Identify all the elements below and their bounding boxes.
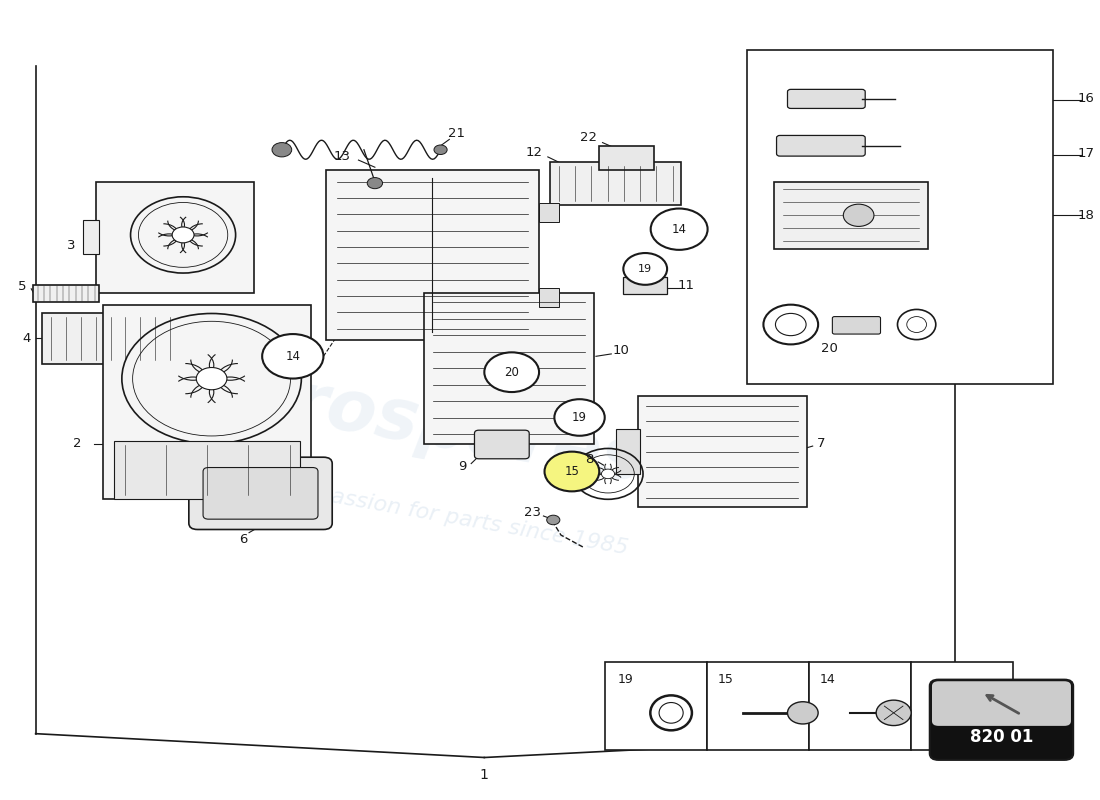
Bar (638, 396, 807, 507)
Text: 5: 5 (19, 280, 26, 293)
Circle shape (876, 700, 911, 726)
Text: 17: 17 (1078, 147, 1094, 160)
Circle shape (554, 399, 605, 436)
Circle shape (434, 145, 447, 154)
Text: 7: 7 (817, 437, 826, 450)
Bar (747, 50, 1054, 384)
Text: 22: 22 (580, 131, 597, 144)
Bar (103, 305, 311, 499)
Circle shape (547, 515, 560, 525)
Bar (539, 202, 559, 222)
FancyBboxPatch shape (932, 682, 1071, 726)
Circle shape (196, 367, 227, 390)
Text: 6: 6 (240, 533, 248, 546)
Bar (539, 288, 559, 307)
Text: 9: 9 (459, 460, 466, 474)
Bar (600, 146, 654, 170)
Text: 1: 1 (480, 768, 488, 782)
Bar (425, 293, 594, 444)
FancyBboxPatch shape (833, 317, 880, 334)
Text: 12: 12 (525, 146, 542, 158)
Bar (616, 430, 640, 474)
Circle shape (844, 204, 875, 226)
Text: 14: 14 (285, 350, 300, 363)
Bar (911, 662, 1013, 750)
Circle shape (624, 253, 667, 285)
Text: 11: 11 (678, 279, 694, 292)
Bar (707, 662, 808, 750)
Text: 14: 14 (672, 222, 686, 236)
FancyBboxPatch shape (474, 430, 529, 458)
Text: 19: 19 (618, 673, 634, 686)
Text: 18: 18 (1078, 209, 1094, 222)
FancyBboxPatch shape (788, 90, 866, 109)
Text: 3: 3 (67, 238, 76, 251)
Bar (33, 285, 99, 302)
Circle shape (544, 452, 600, 491)
Text: 19: 19 (572, 411, 587, 424)
Circle shape (788, 702, 818, 724)
Text: 4: 4 (23, 331, 31, 345)
Bar (774, 182, 927, 249)
Circle shape (262, 334, 323, 378)
FancyBboxPatch shape (204, 467, 318, 519)
Bar (550, 162, 681, 206)
Text: 13: 13 (333, 150, 351, 162)
Text: 15: 15 (718, 673, 734, 686)
Text: 23: 23 (524, 506, 541, 519)
Circle shape (272, 142, 292, 157)
FancyBboxPatch shape (930, 680, 1074, 760)
Text: 15: 15 (564, 465, 580, 478)
Text: 820 01: 820 01 (970, 728, 1033, 746)
Circle shape (484, 352, 539, 392)
Text: 10: 10 (613, 344, 629, 358)
Bar (808, 662, 911, 750)
Bar (326, 170, 539, 341)
Bar (605, 662, 707, 750)
Text: 19: 19 (638, 264, 652, 274)
Text: 2: 2 (73, 437, 81, 450)
Bar (82, 221, 99, 254)
Circle shape (172, 227, 194, 243)
Bar (114, 441, 300, 499)
FancyBboxPatch shape (777, 135, 866, 156)
FancyBboxPatch shape (189, 457, 332, 530)
Bar (96, 182, 254, 293)
Circle shape (367, 178, 383, 189)
Circle shape (602, 469, 615, 478)
Text: 21: 21 (449, 127, 465, 140)
Circle shape (651, 209, 707, 250)
Text: 20: 20 (504, 366, 519, 378)
Bar (42, 313, 179, 364)
Text: 14: 14 (820, 673, 836, 686)
Text: 16: 16 (1078, 92, 1094, 105)
Text: 8: 8 (585, 453, 594, 466)
Text: 20: 20 (821, 342, 837, 355)
Text: a passion for parts since 1985: a passion for parts since 1985 (295, 480, 630, 558)
Text: eurospares: eurospares (188, 350, 650, 498)
Bar (624, 277, 667, 294)
